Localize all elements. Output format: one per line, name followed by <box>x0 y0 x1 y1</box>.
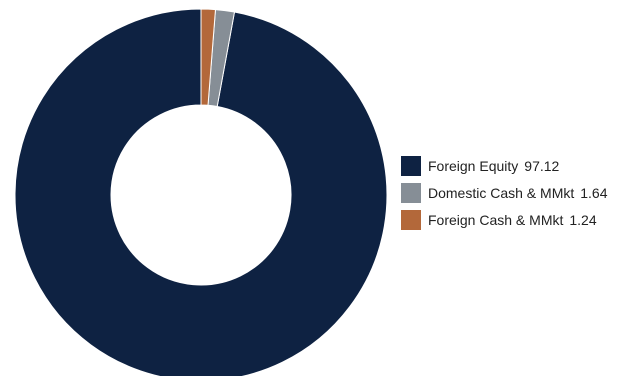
legend-item-domestic-cash: Domestic Cash & MMkt 1.64 <box>401 182 637 204</box>
legend-label-foreign-equity: Foreign Equity <box>428 158 519 174</box>
chart-legend: Foreign Equity 97.12 Domestic Cash & MMk… <box>401 155 637 236</box>
legend-value-foreign-equity: 97.12 <box>524 158 560 174</box>
legend-value-domestic-cash: 1.64 <box>580 185 608 201</box>
legend-swatch-foreign-cash <box>401 210 421 230</box>
legend-swatch-domestic-cash <box>401 183 421 203</box>
donut-slice-foreign-equity <box>14 8 388 376</box>
legend-label-domestic-cash: Domestic Cash & MMkt <box>428 185 575 201</box>
donut-chart <box>14 8 388 376</box>
legend-item-foreign-equity: Foreign Equity 97.12 <box>401 155 637 177</box>
legend-value-foreign-cash: 1.24 <box>569 212 597 228</box>
legend-swatch-foreign-equity <box>401 156 421 176</box>
legend-item-foreign-cash: Foreign Cash & MMkt 1.24 <box>401 209 637 231</box>
donut-slice-foreign-cash-mmkt <box>200 8 217 106</box>
legend-label-foreign-cash: Foreign Cash & MMkt <box>428 212 564 228</box>
